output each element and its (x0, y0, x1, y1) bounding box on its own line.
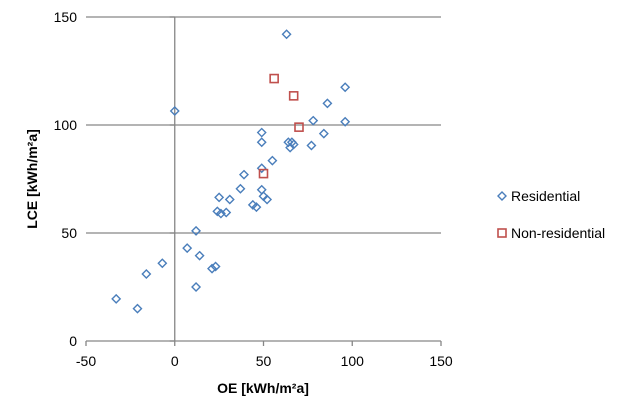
residential-point (194, 250, 205, 261)
non-residential-point (269, 73, 279, 84)
residential-point (251, 202, 262, 213)
residential-point (306, 140, 317, 151)
residential-point (210, 261, 221, 272)
residential-point (224, 194, 235, 205)
residential-point (322, 98, 333, 109)
legend-label: Residential (511, 188, 580, 204)
y-axis-title: LCE [kWh/m²a] (24, 129, 40, 229)
residential-point (207, 263, 218, 274)
x-tick-label: -50 (76, 353, 96, 369)
residential-point (141, 269, 152, 280)
residential-point (308, 115, 319, 126)
residential-point (235, 183, 246, 194)
x-tick-label: 150 (429, 353, 453, 369)
non-residential-point (258, 168, 269, 179)
residential-point (256, 163, 267, 174)
x-tick-label: 0 (171, 353, 179, 369)
x-tick-label: 100 (341, 353, 365, 369)
legend-label: Non-residential (511, 225, 605, 241)
residential-point (340, 116, 351, 127)
non-residential-point (294, 122, 304, 132)
residential-point (340, 82, 351, 93)
residential-point (191, 225, 202, 236)
non-residential-point (288, 91, 299, 101)
residential-point (169, 105, 180, 116)
residential-point (214, 192, 225, 203)
tick-labels: -50 0 50 100 150 0 50 100 150 (54, 9, 453, 369)
residential-point (215, 208, 226, 219)
residential-point (262, 194, 273, 205)
legend: Residential Non-residential (497, 188, 605, 241)
legend-marker (497, 228, 507, 238)
data-points (111, 29, 351, 314)
y-tick-label: 150 (54, 9, 78, 25)
residential-point (111, 293, 122, 304)
residential-point (267, 155, 278, 166)
residential-point (182, 243, 193, 254)
y-tick-label: 50 (61, 225, 77, 241)
residential-point (256, 137, 267, 148)
x-tick-label: 50 (256, 353, 272, 369)
legend-marker (497, 191, 507, 201)
residential-point (281, 29, 292, 40)
residential-point (238, 169, 249, 180)
y-tick-label: 0 (69, 333, 77, 349)
residential-point (256, 127, 267, 138)
axes (85, 16, 442, 346)
residential-point (132, 303, 143, 314)
residential-point (221, 207, 232, 218)
y-tick-label: 100 (54, 117, 78, 133)
residential-point (157, 258, 168, 269)
grid-lines (86, 16, 441, 234)
x-axis-title: OE [kWh/m²a] (217, 380, 309, 396)
residential-point (318, 128, 329, 139)
residential-point (191, 282, 202, 292)
residential-point (288, 139, 299, 150)
